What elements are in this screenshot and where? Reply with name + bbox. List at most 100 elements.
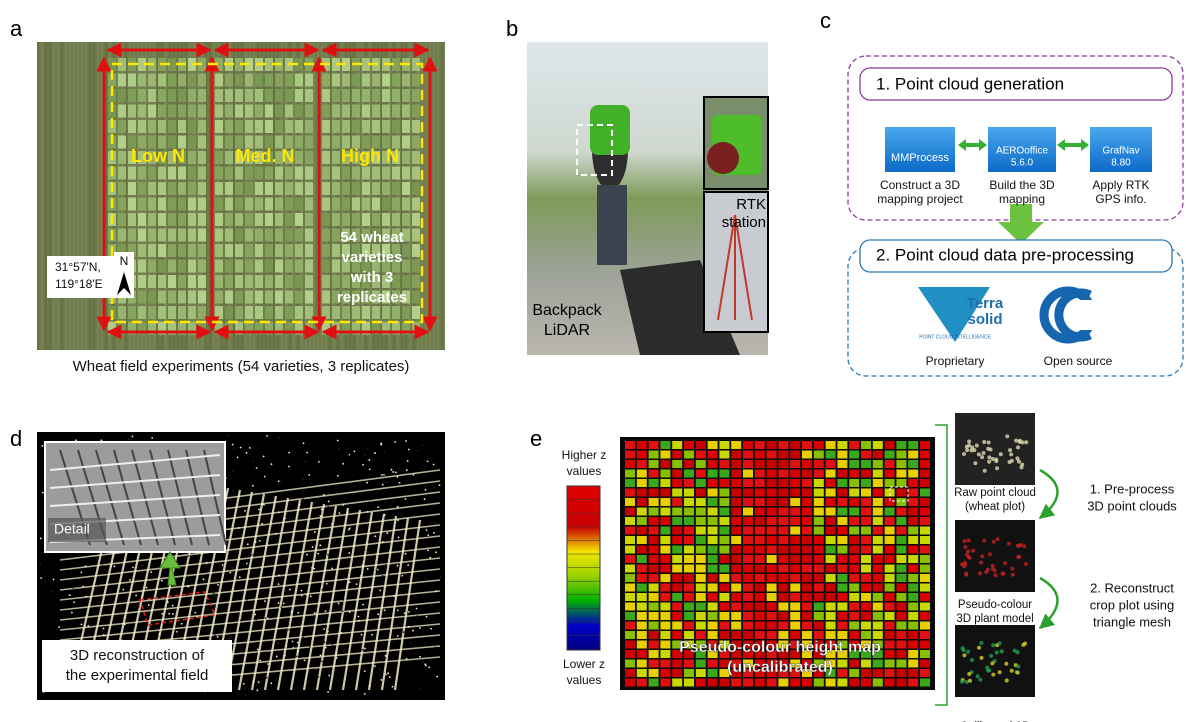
panel-label: a [10,16,23,41]
decor-shape [412,151,420,164]
decor-shape [39,563,41,565]
decor-shape [625,641,635,649]
decor-shape [245,120,253,133]
decor-shape [406,480,408,482]
decor-shape [434,522,436,524]
decor-shape [896,669,906,677]
decor-shape [961,646,965,650]
decor-shape [672,527,682,535]
decor-shape [837,536,847,544]
decor-shape [637,593,647,601]
decor-shape [672,498,682,506]
decor-shape [426,529,428,531]
decor-shape [138,167,146,180]
decor-shape [352,74,360,87]
decor-shape [334,539,336,541]
decor-shape [188,586,190,588]
decor-shape [245,89,253,102]
decor-shape [778,546,788,554]
decor-shape [637,565,647,573]
tool-desc: Proprietary [926,354,985,368]
decor-shape [790,470,800,478]
decor-shape [181,42,183,350]
decor-shape [146,587,148,589]
decor-shape [362,105,370,118]
decor-shape [998,670,1002,674]
decor-shape [1020,463,1024,467]
decor-shape [168,306,176,319]
decor-shape [412,105,420,118]
decor-shape [433,464,435,466]
decor-shape [430,628,432,630]
decor-shape [322,198,330,211]
decor-shape [814,470,824,478]
decor-shape [81,624,83,626]
decor-shape [349,581,351,583]
decor-shape [215,229,223,242]
decor-shape [920,679,930,687]
decor-shape [637,641,647,649]
decor-shape [908,631,918,639]
decor-shape [42,445,44,447]
decor-shape [118,213,126,226]
decor-shape [962,653,966,657]
decor-shape [295,229,303,242]
decor-shape [295,291,303,304]
decor-shape [128,306,136,319]
decor-shape [672,508,682,516]
decor-shape [873,603,883,611]
decor-shape [168,167,176,180]
decor-shape [235,244,243,257]
panel-label: d [10,426,22,451]
decor-shape [407,564,409,566]
decor-shape [275,275,283,288]
decor-shape [649,451,659,459]
decor-shape [802,489,812,497]
decor-shape [837,555,847,563]
decor-shape [849,536,859,544]
decor-shape [322,136,330,149]
decor-shape [696,460,706,468]
decor-shape [158,89,166,102]
decor-shape [435,551,437,553]
decor-shape [625,441,635,449]
decor-shape [660,603,670,611]
decor-shape [896,451,906,459]
decor-shape [372,89,380,102]
decor-shape [118,89,126,102]
decor-shape [767,584,777,592]
decor-shape [412,136,420,149]
decor-shape [837,546,847,554]
decor-shape [896,479,906,487]
decor-shape [306,452,308,454]
decor-shape [299,504,301,506]
decor-shape [684,622,694,630]
decor-shape [743,441,753,449]
decor-shape [814,451,824,459]
decor-shape [245,275,253,288]
decor-shape [161,580,163,582]
decor-shape [205,42,207,350]
decor-shape [188,105,196,118]
decor-shape [393,595,395,597]
decor-shape [637,660,647,668]
decor-shape [295,198,303,211]
decor-shape [225,151,233,164]
plot-note: 54 wheat [340,229,403,246]
decor-shape [696,612,706,620]
decor-shape [178,120,186,133]
decor-shape [362,182,370,195]
decor-shape [243,683,245,685]
decor-shape [125,42,127,350]
decor-shape [660,574,670,582]
decor-shape [708,508,718,516]
decor-shape [295,260,303,273]
decor-shape [920,584,930,592]
decor-shape [896,508,906,516]
decor-shape [963,539,967,543]
decor-shape [317,594,319,596]
decor-shape [352,89,360,102]
decor-shape [672,479,682,487]
decor-shape [158,198,166,211]
decor-shape [168,105,176,118]
